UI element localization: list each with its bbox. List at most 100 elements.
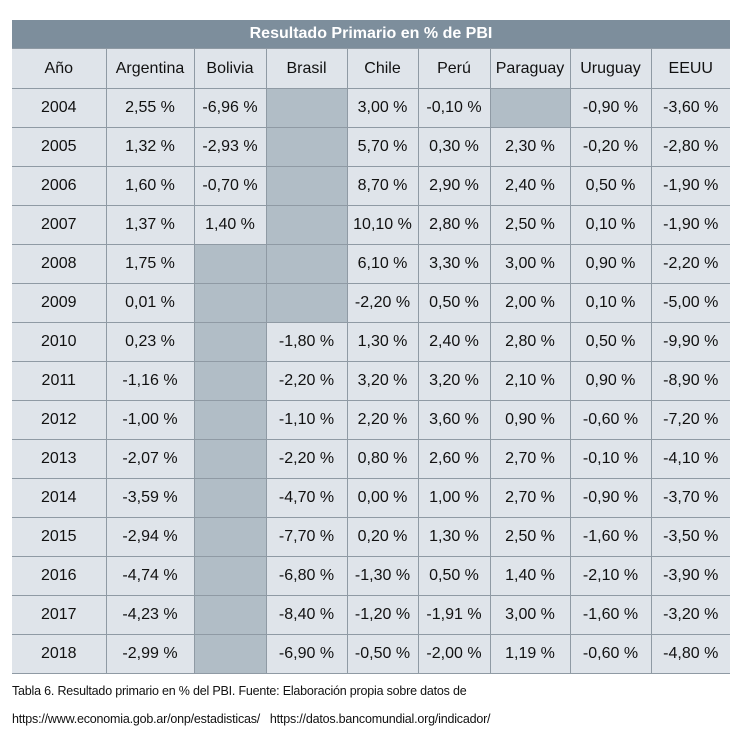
value-cell: 2,20 % <box>346 400 419 440</box>
value-cell: -1,91 % <box>417 595 491 635</box>
empty-cell <box>193 283 267 323</box>
value-cell: 2,40 % <box>417 322 491 362</box>
table-row: 2014 -3,59 % -4,70 % 0,00 % 1,00 % 2,70 % -0,9… <box>12 478 730 518</box>
value-cell: -3,90 % <box>650 556 730 596</box>
year-cell: 2013 <box>12 439 107 479</box>
value-cell: -2,99 % <box>105 634 195 674</box>
table-row: 2004 2,55 % -6,96 % 3,00 % -0,10 % -0,90 % -3,… <box>12 88 730 128</box>
year-cell: 2009 <box>12 283 107 323</box>
value-cell: -4,80 % <box>650 634 730 674</box>
value-cell: -0,60 % <box>569 634 652 674</box>
value-cell: -3,60 % <box>650 88 730 128</box>
value-cell: -2,00 % <box>417 634 491 674</box>
value-cell: -2,93 % <box>193 127 267 167</box>
value-cell: -0,70 % <box>193 166 267 206</box>
value-cell: 3,60 % <box>417 400 491 440</box>
value-cell: 2,00 % <box>489 283 571 323</box>
column-header: Año <box>12 48 107 89</box>
value-cell: -2,20 % <box>265 439 348 479</box>
value-cell: 2,70 % <box>489 439 571 479</box>
value-cell: -2,10 % <box>569 556 652 596</box>
value-cell: 2,55 % <box>105 88 195 128</box>
value-cell: 3,00 % <box>346 88 419 128</box>
value-cell: -8,90 % <box>650 361 730 401</box>
value-cell: -1,10 % <box>265 400 348 440</box>
value-cell: -4,10 % <box>650 439 730 479</box>
value-cell: -1,60 % <box>569 595 652 635</box>
table-row: 2015 -2,94 % -7,70 % 0,20 % 1,30 % 2,50 % -1,6… <box>12 517 730 557</box>
value-cell: 3,20 % <box>417 361 491 401</box>
value-cell: 1,75 % <box>105 244 195 284</box>
value-cell: 2,80 % <box>417 205 491 245</box>
column-header: Paraguay <box>489 48 571 89</box>
value-cell: -4,23 % <box>105 595 195 635</box>
value-cell: -2,07 % <box>105 439 195 479</box>
table-row: 2006 1,60 % -0,70 % 8,70 % 2,90 % 2,40 % 0,50 … <box>12 166 730 206</box>
value-cell: 0,50 % <box>569 166 652 206</box>
value-cell: 0,50 % <box>417 283 491 323</box>
value-cell: -2,20 % <box>650 244 730 284</box>
value-cell: 2,50 % <box>489 205 571 245</box>
empty-cell <box>265 283 348 323</box>
empty-cell <box>193 634 267 674</box>
value-cell: -0,50 % <box>346 634 419 674</box>
value-cell: -6,90 % <box>265 634 348 674</box>
value-cell: 1,40 % <box>489 556 571 596</box>
column-header: Argentina <box>105 48 195 89</box>
value-cell: 2,60 % <box>417 439 491 479</box>
value-cell: 3,00 % <box>489 244 571 284</box>
value-cell: -3,70 % <box>650 478 730 518</box>
table-row: 2007 1,37 % 1,40 % 10,10 % 2,80 % 2,50 % 0,10 … <box>12 205 730 245</box>
value-cell: -0,60 % <box>569 400 652 440</box>
empty-cell <box>265 88 348 128</box>
value-cell: -1,80 % <box>265 322 348 362</box>
value-cell: 0,00 % <box>346 478 419 518</box>
year-cell: 2016 <box>12 556 107 596</box>
value-cell: -7,20 % <box>650 400 730 440</box>
empty-cell <box>193 556 267 596</box>
value-cell: -2,20 % <box>265 361 348 401</box>
value-cell: -1,60 % <box>569 517 652 557</box>
year-cell: 2017 <box>12 595 107 635</box>
value-cell: -1,00 % <box>105 400 195 440</box>
value-cell: 0,90 % <box>569 361 652 401</box>
data-table-container: Resultado Primario en % de PBI Año Argent… <box>12 20 730 674</box>
value-cell: 5,70 % <box>346 127 419 167</box>
value-cell: -4,70 % <box>265 478 348 518</box>
empty-cell <box>265 205 348 245</box>
value-cell: -1,20 % <box>346 595 419 635</box>
value-cell: 8,70 % <box>346 166 419 206</box>
table-row: 2013 -2,07 % -2,20 % 0,80 % 2,60 % 2,70 % -0,1… <box>12 439 730 479</box>
value-cell: 2,80 % <box>489 322 571 362</box>
value-cell: -8,40 % <box>265 595 348 635</box>
value-cell: -1,16 % <box>105 361 195 401</box>
empty-cell <box>489 88 571 128</box>
table-row: 2011 -1,16 % -2,20 % 3,20 % 3,20 % 2,10 % 0,90… <box>12 361 730 401</box>
value-cell: -3,50 % <box>650 517 730 557</box>
table-row: 2012 -1,00 % -1,10 % 2,20 % 3,60 % 0,90 % -0,6… <box>12 400 730 440</box>
value-cell: -1,30 % <box>346 556 419 596</box>
value-cell: 2,90 % <box>417 166 491 206</box>
empty-cell <box>193 322 267 362</box>
value-cell: 0,20 % <box>346 517 419 557</box>
value-cell: 2,30 % <box>489 127 571 167</box>
year-cell: 2011 <box>12 361 107 401</box>
value-cell: 0,30 % <box>417 127 491 167</box>
empty-cell <box>265 244 348 284</box>
value-cell: -0,10 % <box>569 439 652 479</box>
value-cell: 2,70 % <box>489 478 571 518</box>
column-header: Chile <box>346 48 419 89</box>
value-cell: -7,70 % <box>265 517 348 557</box>
value-cell: 3,20 % <box>346 361 419 401</box>
column-header: Brasil <box>265 48 348 89</box>
value-cell: 0,10 % <box>569 283 652 323</box>
table-row: 2018 -2,99 % -6,90 % -0,50 % -2,00 % 1,19 % -0… <box>12 634 730 674</box>
value-cell: 0,10 % <box>569 205 652 245</box>
value-cell: -0,90 % <box>569 478 652 518</box>
value-cell: 3,00 % <box>489 595 571 635</box>
table-row: 2008 1,75 % 6,10 % 3,30 % 3,00 % 0,90 % -2,20 … <box>12 244 730 284</box>
value-cell: -2,80 % <box>650 127 730 167</box>
value-cell: 0,01 % <box>105 283 195 323</box>
value-cell: -1,90 % <box>650 166 730 206</box>
column-header: EEUU <box>650 48 730 89</box>
